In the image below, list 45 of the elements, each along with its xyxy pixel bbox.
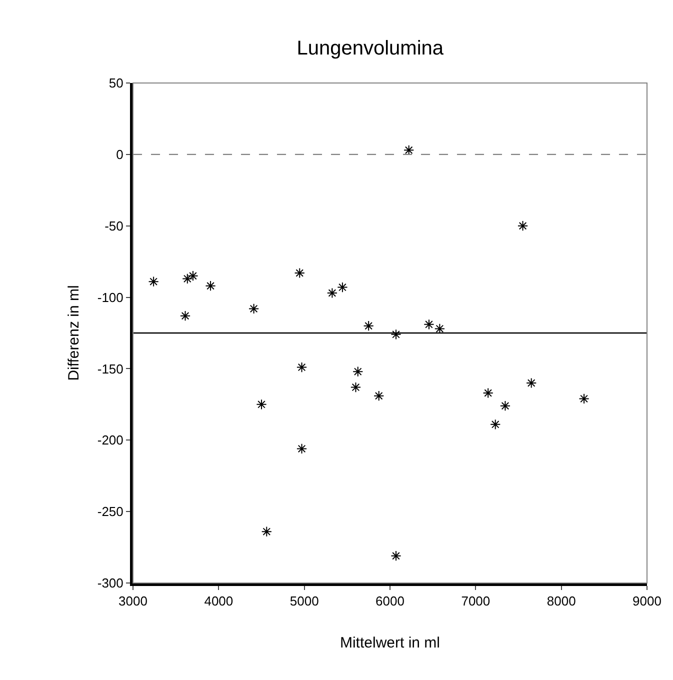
- y-tick-label: -250: [97, 504, 124, 520]
- point: [296, 362, 308, 373]
- y-tick-label: -150: [97, 361, 124, 376]
- y-tick-label: -300: [97, 576, 124, 591]
- point: [352, 366, 364, 377]
- y-tick-label: 0: [116, 146, 124, 162]
- point: [578, 393, 590, 404]
- x-tick-label: 8000: [546, 594, 576, 609]
- point: [180, 310, 191, 322]
- point: [517, 220, 528, 232]
- point: [182, 273, 193, 284]
- point: [490, 419, 501, 430]
- point: [188, 270, 198, 282]
- x-tick-label: 6000: [376, 594, 404, 609]
- point: [526, 378, 537, 388]
- point: [424, 319, 434, 330]
- point: [390, 550, 402, 562]
- point: [500, 400, 511, 412]
- point: [148, 276, 159, 287]
- point: [205, 280, 216, 292]
- point: [350, 382, 362, 393]
- x-tick-label: 3000: [118, 594, 148, 609]
- chart-title: Lungenvolumina: [296, 38, 444, 60]
- point: [261, 526, 272, 537]
- point: [294, 268, 305, 278]
- point: [482, 388, 494, 398]
- point: [404, 144, 414, 156]
- y-tick-label: -100: [97, 290, 124, 305]
- y-tick-label: 50: [108, 76, 124, 91]
- y-tick-label: -50: [104, 218, 124, 234]
- x-tick-label: 5000: [290, 594, 319, 609]
- x-axis-title: Mittelwert in ml: [340, 634, 440, 652]
- point: [390, 329, 402, 340]
- x-tick-label: 9000: [632, 594, 662, 609]
- x-tick-label: 7000: [461, 594, 490, 609]
- x-tick-label: 4000: [204, 594, 234, 609]
- point: [374, 390, 384, 402]
- point: [256, 399, 267, 410]
- y-axis-title: Differenz in ml: [66, 285, 83, 381]
- point: [363, 320, 374, 332]
- point: [296, 443, 308, 454]
- point: [248, 303, 260, 314]
- point: [326, 288, 338, 298]
- y-tick-label: -200: [97, 432, 124, 448]
- point: [337, 282, 348, 293]
